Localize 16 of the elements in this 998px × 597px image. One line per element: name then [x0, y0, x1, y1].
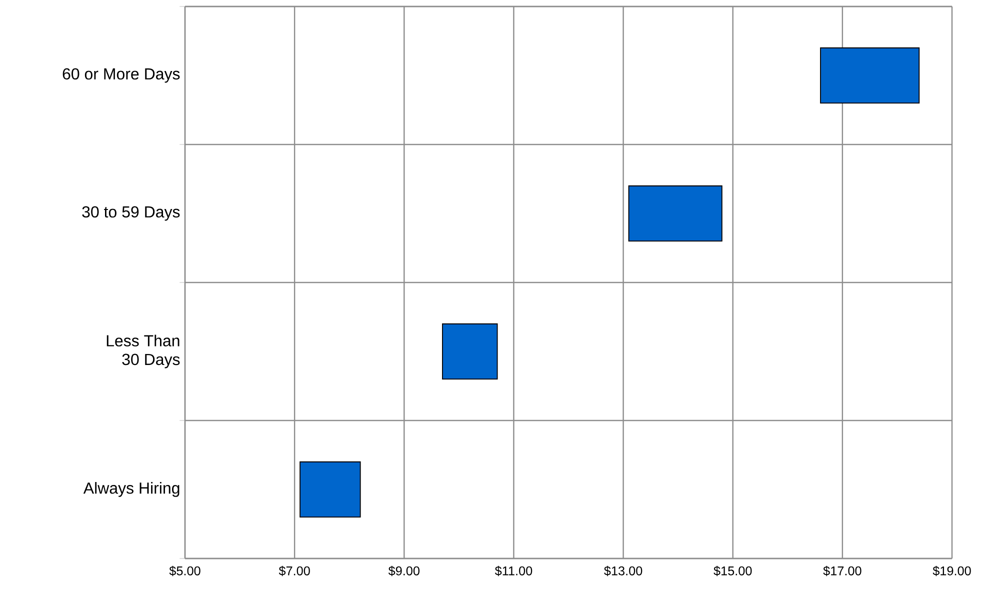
x-tick-label: $7.00	[278, 566, 310, 576]
y-tick-label: Less Than 30 Days	[106, 334, 180, 368]
y-tick-label: 30 to 59 Days	[82, 206, 180, 221]
x-tick-label: $17.00	[823, 566, 862, 576]
x-tick-label: $13.00	[604, 566, 642, 576]
y-tick-label: Always Hiring	[83, 482, 180, 497]
bar	[628, 185, 722, 242]
x-tick-label: $9.00	[388, 566, 420, 576]
bar	[300, 461, 361, 518]
y-tick-label: 60 or More Days	[62, 68, 180, 83]
bar	[442, 323, 498, 380]
x-tick-label: $11.00	[494, 566, 532, 576]
x-tick-label: $5.00	[169, 566, 200, 576]
x-tick-label: $15.00	[714, 566, 752, 576]
x-tick-label: $19.00	[932, 566, 971, 576]
bar	[820, 47, 920, 104]
